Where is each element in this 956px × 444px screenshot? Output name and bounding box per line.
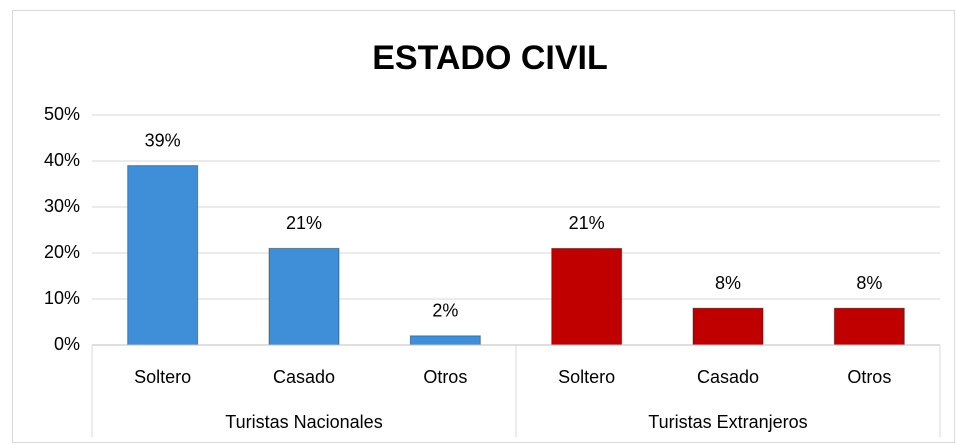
x-tick-label: Otros xyxy=(847,367,891,387)
y-tick-label: 50% xyxy=(44,104,80,124)
data-label: 2% xyxy=(432,301,458,321)
bar xyxy=(551,247,623,346)
data-label: 21% xyxy=(569,213,605,233)
bar xyxy=(409,335,481,346)
data-label: 39% xyxy=(145,130,181,150)
bar xyxy=(127,165,199,346)
y-tick-label: 40% xyxy=(44,150,80,170)
y-tick-label: 0% xyxy=(54,334,80,354)
y-tick-label: 20% xyxy=(44,242,80,262)
y-tick-label: 10% xyxy=(44,288,80,308)
group-label: Turistas Nacionales xyxy=(225,412,382,432)
data-label: 8% xyxy=(715,273,741,293)
bar xyxy=(692,307,764,346)
x-tick-label: Otros xyxy=(423,367,467,387)
x-tick-label: Soltero xyxy=(558,367,615,387)
x-tick-label: Soltero xyxy=(134,367,191,387)
bar xyxy=(268,247,340,346)
chart-title: ESTADO CIVIL xyxy=(372,39,608,77)
bar xyxy=(833,307,905,346)
y-tick-label: 30% xyxy=(44,196,80,216)
data-label: 21% xyxy=(286,213,322,233)
x-tick-label: Casado xyxy=(697,367,759,387)
data-label: 8% xyxy=(856,273,882,293)
group-label: Turistas Extranjeros xyxy=(648,412,807,432)
x-tick-label: Casado xyxy=(273,367,335,387)
